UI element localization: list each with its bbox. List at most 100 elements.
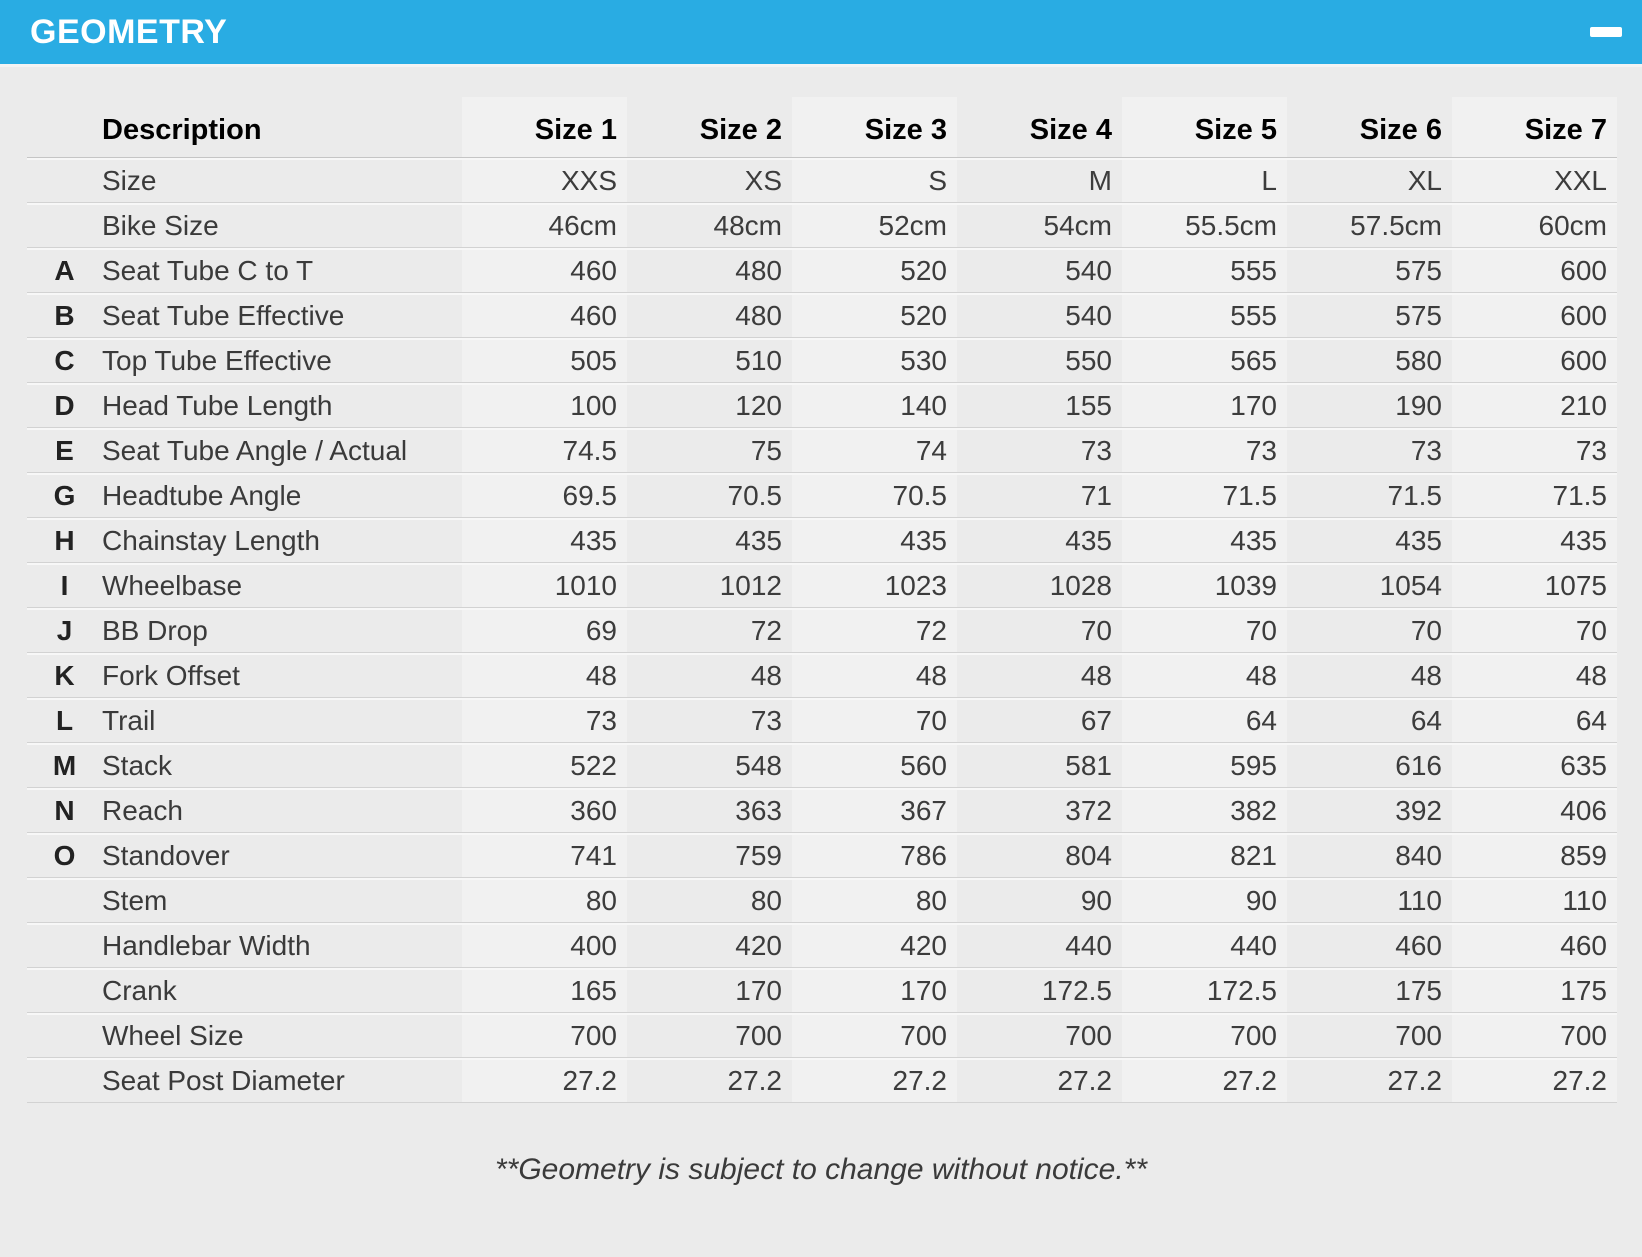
minus-icon[interactable] [1590,27,1622,37]
cell-value: 859 [1452,833,1617,878]
cell-value: 175 [1452,968,1617,1013]
cell-value: 27.2 [1287,1058,1452,1103]
table-row: L Trail 73 73 70 67 64 64 64 [27,698,1617,743]
column-header-size-6: Size 6 [1287,97,1452,158]
row-label: Crank [102,968,462,1013]
table-row: J BB Drop 69 72 72 70 70 70 70 [27,608,1617,653]
cell-value: 480 [627,293,792,338]
cell-value: 840 [1287,833,1452,878]
cell-value: 70 [1452,608,1617,653]
table-row: I Wheelbase 1010 1012 1023 1028 1039 1054 1075 [27,563,1617,608]
cell-value: 700 [462,1013,627,1058]
cell-value: 165 [462,968,627,1013]
row-label: Top Tube Effective [102,338,462,383]
geometry-section-header: GEOMETRY [0,0,1642,67]
cell-value: 80 [462,878,627,923]
cell-value: 440 [1122,923,1287,968]
cell-value: 600 [1452,338,1617,383]
cell-value: 90 [1122,878,1287,923]
page-title: GEOMETRY [30,12,228,51]
table-row: M Stack 522 548 560 581 595 616 635 [27,743,1617,788]
cell-value: 73 [1287,428,1452,473]
row-letter [27,968,102,1013]
row-letter: C [27,338,102,383]
row-label: Size [102,158,462,203]
cell-value: 560 [792,743,957,788]
cell-value: 52cm [792,203,957,248]
table-row: Size XXS XS S M L XL XXL [27,158,1617,203]
cell-value: 54cm [957,203,1122,248]
cell-value: 210 [1452,383,1617,428]
cell-value: 480 [627,248,792,293]
cell-value: 64 [1452,698,1617,743]
table-row: D Head Tube Length 100 120 140 155 170 190 210 [27,383,1617,428]
row-label: Seat Tube Effective [102,293,462,338]
cell-value: 372 [957,788,1122,833]
cell-value: 73 [462,698,627,743]
row-letter: L [27,698,102,743]
row-letter: E [27,428,102,473]
cell-value: 170 [1122,383,1287,428]
cell-value: 382 [1122,788,1287,833]
column-header-size-7: Size 7 [1452,97,1617,158]
geometry-table: Description Size 1 Size 2 Size 3 Size 4 Size … [27,97,1617,1103]
cell-value: 100 [462,383,627,428]
row-label: Seat Tube Angle / Actual [102,428,462,473]
row-letter [27,923,102,968]
cell-value: 435 [462,518,627,563]
cell-value: 1054 [1287,563,1452,608]
cell-value: 759 [627,833,792,878]
cell-value: 64 [1287,698,1452,743]
cell-value: 110 [1452,878,1617,923]
column-header-size-1: Size 1 [462,97,627,158]
row-letter: D [27,383,102,428]
row-letter: H [27,518,102,563]
cell-value: 804 [957,833,1122,878]
row-label: Headtube Angle [102,473,462,518]
footer-note: **Geometry is subject to change without … [494,1153,1148,1186]
cell-value: 440 [957,923,1122,968]
cell-value: 72 [792,608,957,653]
cell-value: 741 [462,833,627,878]
cell-value: 435 [792,518,957,563]
row-letter: G [27,473,102,518]
cell-value: 170 [627,968,792,1013]
row-letter [27,878,102,923]
cell-value: 435 [1122,518,1287,563]
cell-value: 70 [957,608,1122,653]
cell-value: 48 [627,653,792,698]
cell-value: 60cm [1452,203,1617,248]
cell-value: 530 [792,338,957,383]
row-letter: O [27,833,102,878]
table-row: K Fork Offset 48 48 48 48 48 48 48 [27,653,1617,698]
cell-value: 565 [1122,338,1287,383]
row-label: Seat Post Diameter [102,1058,462,1103]
cell-value: 460 [462,248,627,293]
cell-value: 460 [462,293,627,338]
row-label: Chainstay Length [102,518,462,563]
cell-value: 70 [1122,608,1287,653]
cell-value: 510 [627,338,792,383]
cell-value: 460 [1287,923,1452,968]
cell-value: 616 [1287,743,1452,788]
row-letter: B [27,293,102,338]
row-label: Bike Size [102,203,462,248]
cell-value: 71.5 [1122,473,1287,518]
row-label: Handlebar Width [102,923,462,968]
row-letter [27,158,102,203]
cell-value: 1039 [1122,563,1287,608]
table-row: Stem 80 80 80 90 90 110 110 [27,878,1617,923]
table-row: Wheel Size 700 700 700 700 700 700 700 [27,1013,1617,1058]
cell-value: 700 [1122,1013,1287,1058]
cell-value: 72 [627,608,792,653]
row-letter: I [27,563,102,608]
cell-value: 27.2 [1452,1058,1617,1103]
cell-value: 46cm [462,203,627,248]
cell-value: 110 [1287,878,1452,923]
cell-value: 27.2 [957,1058,1122,1103]
cell-value: 69 [462,608,627,653]
table-row: Seat Post Diameter 27.2 27.2 27.2 27.2 27.2 27… [27,1058,1617,1103]
cell-value: 363 [627,788,792,833]
cell-value: 90 [957,878,1122,923]
table-row: Bike Size 46cm 48cm 52cm 54cm 55.5cm 57.5cm 60c… [27,203,1617,248]
